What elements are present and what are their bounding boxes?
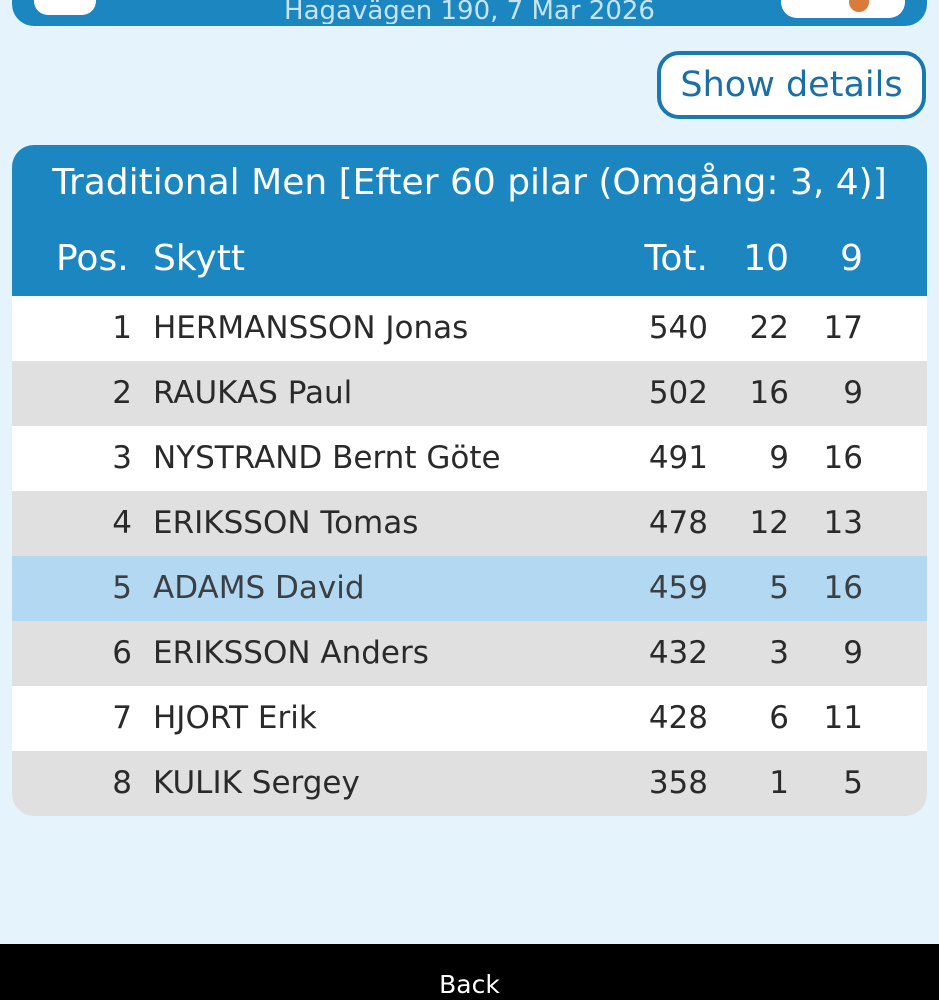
table-row[interactable]: 2 RAUKAS Paul 502 16 9 (12, 361, 927, 426)
row-archer-name: HERMANSSON Jonas (153, 310, 469, 346)
results-table-header: Traditional Men [Efter 60 pilar (Omgång:… (12, 145, 927, 296)
row-position: 5 (112, 570, 132, 606)
back-button[interactable]: Back (0, 944, 939, 1000)
row-total: 428 (648, 700, 708, 736)
row-archer-name: NYSTRAND Bernt Göte (153, 440, 501, 476)
row-total: 491 (648, 440, 708, 476)
results-table-body: 1 HERMANSSON Jonas 540 22 17 2 RAUKAS Paul 502 1… (12, 296, 927, 816)
row-nines: 9 (843, 375, 863, 411)
row-nines: 17 (823, 310, 863, 346)
row-archer-name: RAUKAS Paul (153, 375, 353, 411)
row-tens: 1 (769, 765, 789, 801)
row-position: 2 (112, 375, 132, 411)
row-tens: 5 (769, 570, 789, 606)
row-total: 502 (648, 375, 708, 411)
results-table-title: Traditional Men [Efter 60 pilar (Omgång:… (52, 162, 887, 203)
row-total: 478 (648, 505, 708, 541)
table-row[interactable]: 5 ADAMS David 459 5 16 (12, 556, 927, 621)
event-subtitle: Hagavägen 190, 7 Mar 2026 (284, 0, 655, 24)
row-nines: 16 (823, 440, 863, 476)
row-tens: 22 (749, 310, 789, 346)
table-row[interactable]: 6 ERIKSSON Anders 432 3 9 (12, 621, 927, 686)
column-headers: Pos. Skytt Tot. 10 9 (12, 237, 927, 281)
column-header-nines: 9 (840, 238, 863, 279)
column-header-tens: 10 (743, 238, 789, 279)
row-total: 459 (648, 570, 708, 606)
column-header-name: Skytt (153, 238, 245, 279)
target-icon (849, 0, 869, 12)
row-tens: 16 (749, 375, 789, 411)
row-nines: 13 (823, 505, 863, 541)
row-total: 358 (648, 765, 708, 801)
row-total: 540 (648, 310, 708, 346)
row-position: 8 (112, 765, 132, 801)
table-row[interactable]: 8 KULIK Sergey 358 1 5 (12, 751, 927, 816)
row-archer-name: KULIK Sergey (153, 765, 360, 801)
row-tens: 3 (769, 635, 789, 671)
header-left-button[interactable] (34, 0, 96, 15)
table-row[interactable]: 4 ERIKSSON Tomas 478 12 13 (12, 491, 927, 556)
row-tens: 6 (769, 700, 789, 736)
row-nines: 11 (823, 700, 863, 736)
row-position: 6 (112, 635, 132, 671)
event-header: Hagavägen 190, 7 Mar 2026 (12, 0, 927, 26)
row-archer-name: ERIKSSON Tomas (153, 505, 419, 541)
header-right-button[interactable] (781, 0, 905, 18)
column-header-total: Tot. (644, 238, 708, 279)
show-details-button[interactable]: Show details (657, 51, 926, 119)
row-tens: 9 (769, 440, 789, 476)
table-row[interactable]: 7 HJORT Erik 428 6 11 (12, 686, 927, 751)
row-nines: 16 (823, 570, 863, 606)
row-tens: 12 (749, 505, 789, 541)
column-header-pos: Pos. (56, 238, 129, 279)
row-position: 1 (112, 310, 132, 346)
row-position: 4 (112, 505, 132, 541)
row-archer-name: ERIKSSON Anders (153, 635, 429, 671)
row-archer-name: HJORT Erik (153, 700, 317, 736)
table-row[interactable]: 1 HERMANSSON Jonas 540 22 17 (12, 296, 927, 361)
row-position: 3 (112, 440, 132, 476)
row-archer-name: ADAMS David (153, 570, 365, 606)
row-position: 7 (112, 700, 132, 736)
row-nines: 9 (843, 635, 863, 671)
row-total: 432 (648, 635, 708, 671)
table-row[interactable]: 3 NYSTRAND Bernt Göte 491 9 16 (12, 426, 927, 491)
row-nines: 5 (843, 765, 863, 801)
results-table: Traditional Men [Efter 60 pilar (Omgång:… (12, 145, 927, 816)
